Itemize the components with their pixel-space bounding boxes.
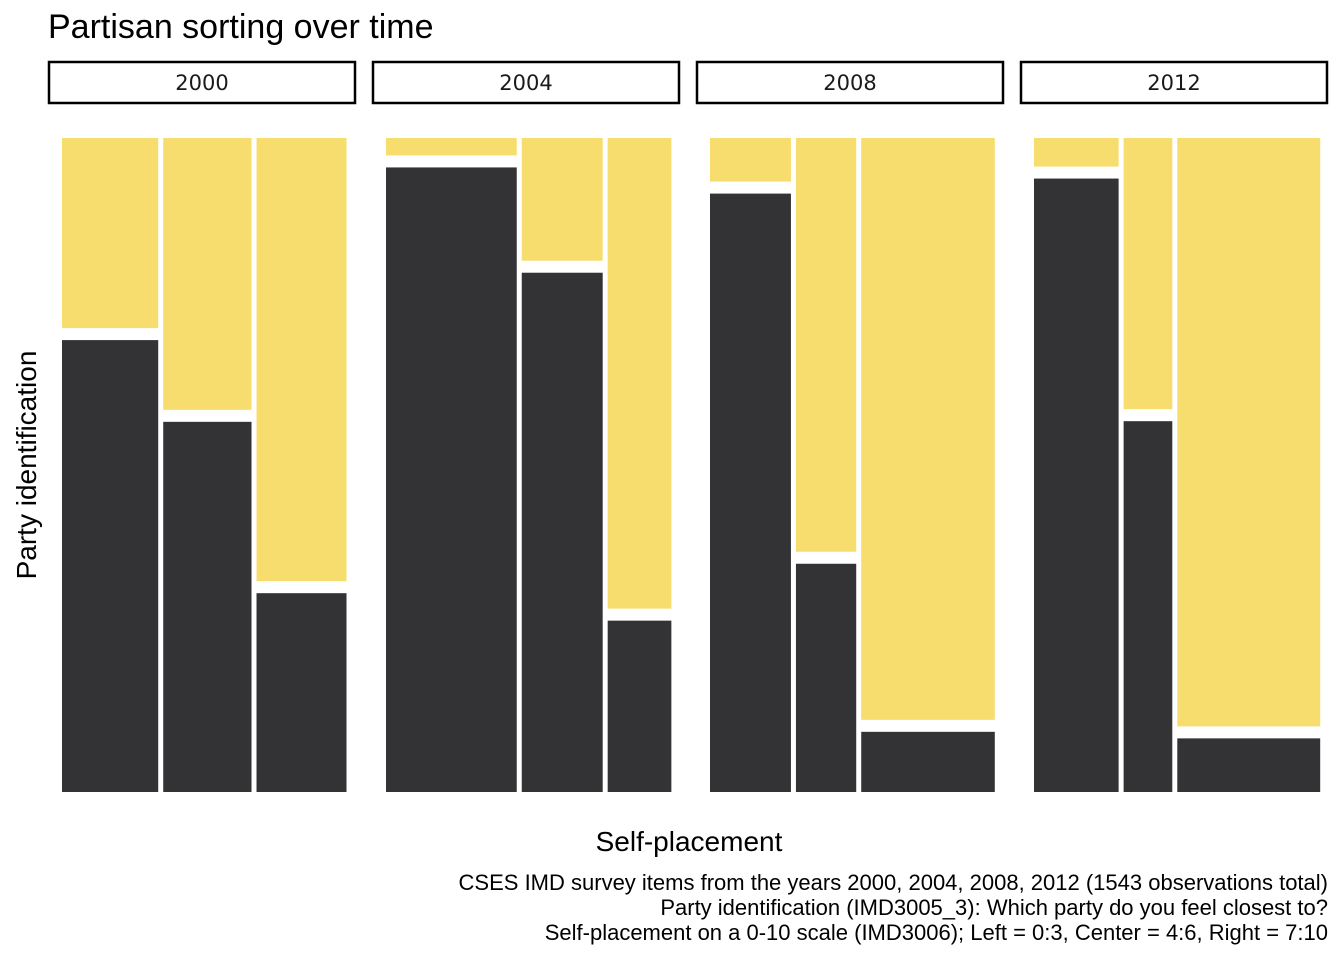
tile-2004-left-upper (386, 138, 517, 156)
tile-2008-center-upper (795, 138, 857, 552)
tile-2008-right-lower (861, 731, 995, 792)
panel-2000 (62, 138, 347, 792)
caption-line-3: Self-placement on a 0-10 scale (IMD3006)… (545, 920, 1328, 945)
tile-2004-center-upper (521, 138, 603, 261)
tile-2012-left-lower (1034, 178, 1119, 793)
tile-2004-right-lower (607, 620, 672, 792)
caption-line-2: Party identification (IMD3005_3): Which … (660, 895, 1328, 920)
chart-title: Partisan sorting over time (48, 8, 434, 46)
tile-2008-left-lower (710, 193, 791, 793)
x-axis-title: Self-placement (596, 826, 783, 857)
tile-2000-right-upper (256, 138, 347, 582)
tile-2004-right-upper (607, 138, 672, 609)
facet-panels (62, 138, 1321, 793)
facet-strip-2008 (695, 60, 1005, 105)
tile-2000-left-lower (62, 340, 159, 792)
tile-2012-right-lower (1177, 738, 1321, 792)
tile-2000-right-lower (256, 593, 347, 792)
facet-strip-2000 (47, 60, 357, 105)
y-axis-title: Party identification (11, 351, 42, 580)
panel-2008 (710, 138, 995, 793)
facet-strip-2012 (1019, 60, 1329, 105)
facet-strips: 2000 2004 2008 2012 (47, 60, 1329, 105)
tile-2000-left-upper (62, 138, 159, 329)
tile-2012-center-upper (1123, 138, 1173, 410)
tile-2012-center-lower (1123, 421, 1173, 792)
facet-label-2000: 2000 (175, 71, 228, 95)
tile-2004-center-lower (521, 272, 603, 793)
tile-2000-center-upper (163, 138, 252, 410)
facet-label-2004: 2004 (499, 71, 552, 95)
tile-2012-left-upper (1034, 138, 1119, 167)
panel-2012 (1034, 138, 1321, 793)
tile-2008-center-lower (795, 563, 857, 792)
tile-2012-right-upper (1177, 138, 1321, 727)
facet-label-2008: 2008 (823, 71, 876, 95)
tile-2008-left-upper (710, 138, 791, 182)
tile-2008-right-upper (861, 138, 995, 720)
caption-line-1: CSES IMD survey items from the years 200… (459, 870, 1328, 895)
facet-strip-2004 (371, 60, 681, 105)
caption: CSES IMD survey items from the years 200… (459, 870, 1328, 945)
facet-label-2012: 2012 (1147, 71, 1200, 95)
tile-2000-center-lower (163, 421, 252, 792)
tile-2004-left-lower (386, 167, 517, 792)
panel-2004 (386, 138, 672, 793)
